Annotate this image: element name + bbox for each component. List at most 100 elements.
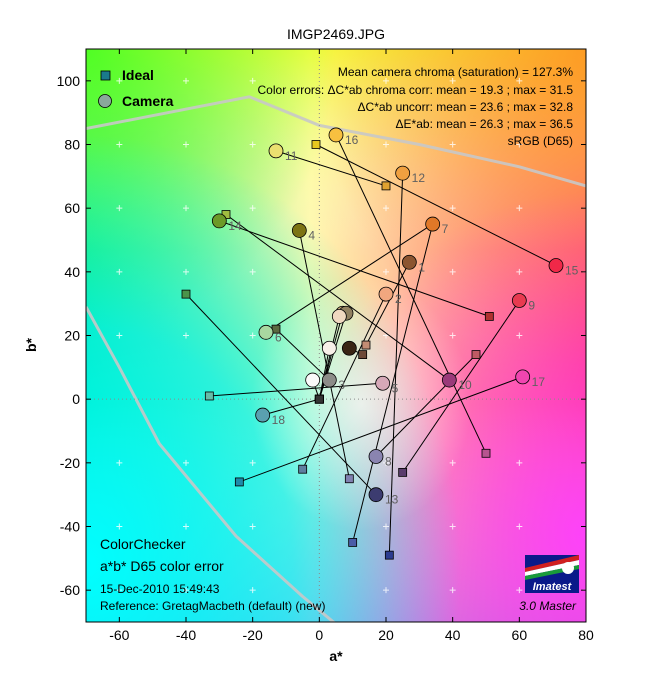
patch-label: 17 xyxy=(532,375,546,389)
camera-marker xyxy=(511,293,527,308)
error-vector xyxy=(388,173,404,556)
grid-cross xyxy=(449,587,456,594)
grid-cross xyxy=(449,77,456,84)
grid-cross xyxy=(116,268,123,275)
grid-cross xyxy=(516,77,523,84)
patch-label: 10 xyxy=(458,378,472,392)
y-tick-label: 20 xyxy=(64,328,80,344)
camera-marker xyxy=(328,127,344,143)
x-tick-label: 20 xyxy=(378,627,394,643)
patch-label: 9 xyxy=(528,298,535,312)
grid-cross xyxy=(516,523,523,530)
ideal-marker xyxy=(298,464,308,474)
grid-cross xyxy=(383,205,389,212)
grid-cross xyxy=(116,141,123,148)
axis-ticks: -60 -40 -20 0 20 40 60 80 -60 -40 -20 0 20 40 60 80 100 xyxy=(57,49,594,643)
logo-red-stripe xyxy=(525,555,579,572)
grid-cross xyxy=(516,587,523,594)
x-axis-label: a* xyxy=(329,648,343,664)
ideal-marker xyxy=(471,350,481,360)
error-vector xyxy=(352,223,434,543)
camera-marker xyxy=(305,372,321,388)
grid-cross xyxy=(183,523,189,530)
grid-cross xyxy=(449,332,456,339)
error-vector xyxy=(318,316,340,400)
camera-marker xyxy=(341,340,357,356)
camera-marker xyxy=(211,213,227,229)
grid-cross xyxy=(183,205,189,212)
ideal-marker xyxy=(204,391,214,401)
grid-cross xyxy=(516,332,523,339)
camera-marker xyxy=(368,487,384,503)
patch-label: 16 xyxy=(345,133,359,147)
patch-label: 15 xyxy=(565,263,579,277)
patch-label: 13 xyxy=(385,493,399,507)
camera-marker xyxy=(515,369,531,385)
x-tick-label: -20 xyxy=(243,627,263,643)
patch-label: 4 xyxy=(308,228,315,242)
patch-label: 11 xyxy=(285,149,298,163)
grid-cross xyxy=(249,268,256,275)
grid-cross xyxy=(516,268,523,275)
camera-marker xyxy=(375,375,391,391)
x-tick-label: 80 xyxy=(578,627,594,643)
stats-line-5: sRGB (D65) xyxy=(508,134,573,148)
error-vector xyxy=(318,348,330,400)
ideal-marker xyxy=(234,477,244,487)
grid-cross xyxy=(116,77,123,84)
grid-cross xyxy=(183,587,189,594)
grid-cross xyxy=(183,332,189,339)
grid-cross xyxy=(449,205,456,212)
patch-label: 7 xyxy=(442,222,449,236)
grid-cross xyxy=(449,523,456,530)
grid-cross xyxy=(116,523,123,530)
camera-marker xyxy=(378,286,394,302)
y-axis-label: b* xyxy=(23,337,39,352)
camera-marker xyxy=(401,254,417,270)
stats-line-1: Mean camera chroma (saturation) = 127.3% xyxy=(338,65,573,79)
error-vector xyxy=(262,398,320,416)
x-tick-label: 0 xyxy=(315,627,323,643)
x-tick-label: 40 xyxy=(445,627,461,643)
patch-label: 3 xyxy=(338,378,345,392)
ideal-marker xyxy=(361,340,371,350)
srgb-gamut-boundary xyxy=(86,95,586,622)
stats-line-4: ΔE*ab: mean = 26.3 ; max = 36.5 xyxy=(396,117,574,131)
grid-cross xyxy=(383,523,389,530)
chart-footer: ColorChecker a*b* D65 color error 15-Dec… xyxy=(100,536,577,613)
ideal-marker xyxy=(398,467,408,477)
grid-cross xyxy=(183,77,189,84)
grid-cross xyxy=(383,587,389,594)
grid-cross xyxy=(249,587,256,594)
ideal-marker xyxy=(381,181,391,191)
grid-cross xyxy=(516,459,523,466)
error-vector xyxy=(209,382,383,397)
camera-marker xyxy=(321,372,337,388)
grid-cross xyxy=(383,459,389,466)
error-vector xyxy=(402,300,520,473)
y-tick-label: -40 xyxy=(60,519,80,535)
legend-camera-swatch xyxy=(98,94,112,108)
grid-cross xyxy=(516,205,523,212)
camera-marker xyxy=(441,372,457,388)
grid-cross xyxy=(383,77,389,84)
grid-cross xyxy=(449,268,456,275)
legend: Ideal Camera xyxy=(98,67,174,109)
legend-ideal-label: Ideal xyxy=(122,67,154,83)
error-vector xyxy=(375,354,477,457)
grid-cross xyxy=(116,587,123,594)
camera-marker xyxy=(268,143,284,159)
ideal-marker xyxy=(484,311,494,321)
grid-cross xyxy=(449,141,456,148)
camera-marker xyxy=(548,258,564,273)
x-tick-label: -60 xyxy=(109,627,129,643)
y-tick-label: 80 xyxy=(64,137,80,153)
grid-cross xyxy=(249,332,256,339)
error-vector xyxy=(219,220,490,317)
grid-cross xyxy=(116,459,123,466)
grid-cross xyxy=(249,205,256,212)
patch-label: 6 xyxy=(275,330,282,344)
y-tick-label: -60 xyxy=(60,582,80,598)
